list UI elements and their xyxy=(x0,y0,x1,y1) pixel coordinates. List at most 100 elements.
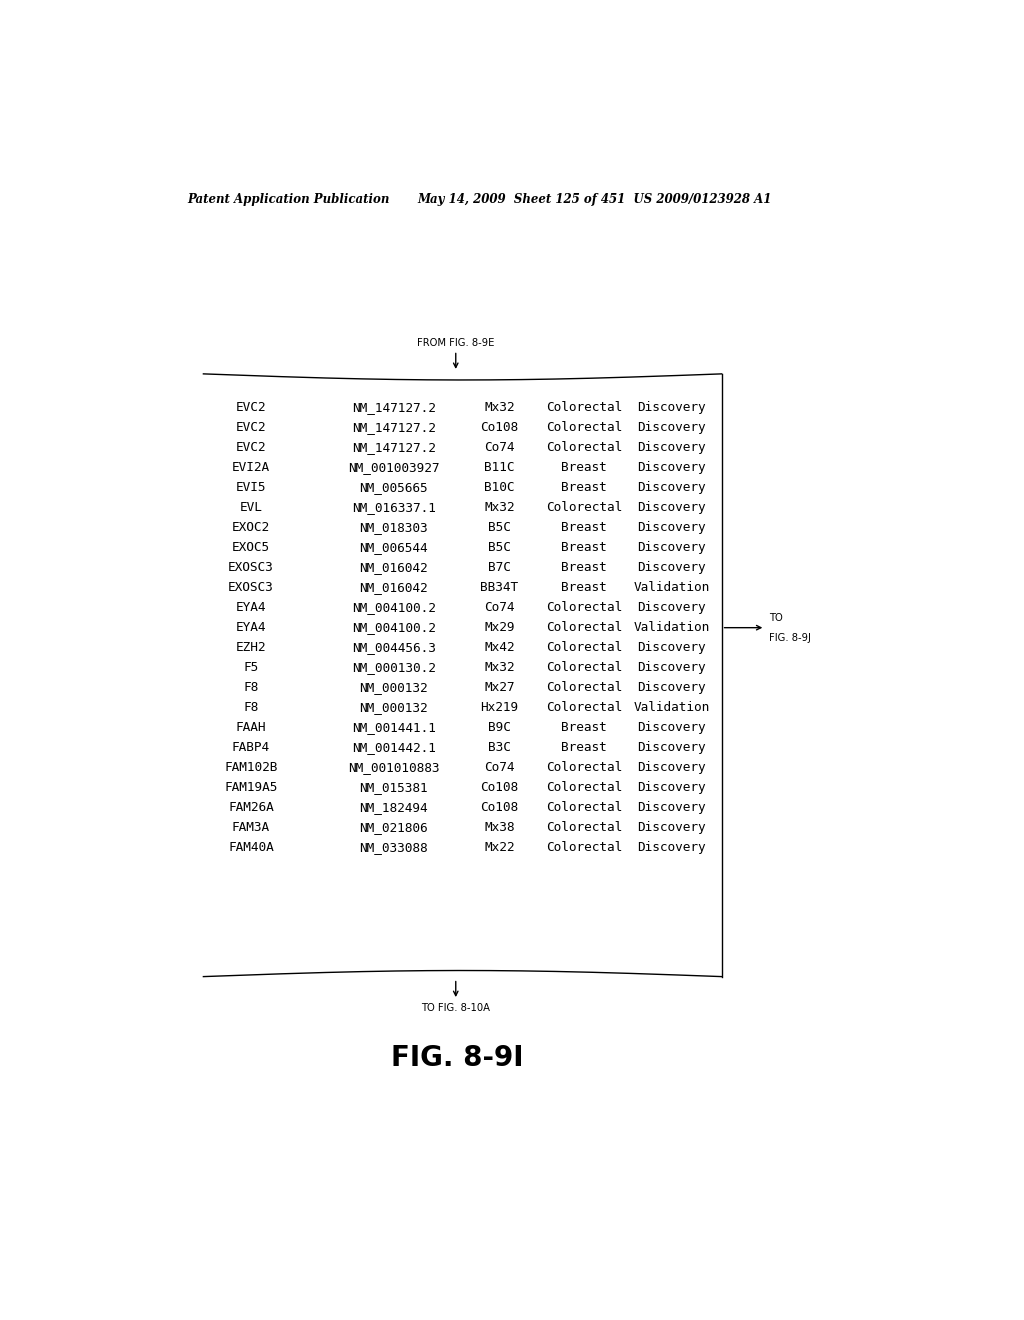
Text: Discovery: Discovery xyxy=(637,480,706,494)
Text: FAM102B: FAM102B xyxy=(224,762,278,775)
Text: NM_004100.2: NM_004100.2 xyxy=(352,601,436,614)
Text: B10C: B10C xyxy=(484,480,515,494)
Text: Discovery: Discovery xyxy=(637,841,706,854)
Text: Mx32: Mx32 xyxy=(484,661,515,675)
Text: Colorectal: Colorectal xyxy=(546,781,623,795)
Text: Colorectal: Colorectal xyxy=(546,622,623,634)
Text: Colorectal: Colorectal xyxy=(546,681,623,694)
Text: Hx219: Hx219 xyxy=(480,701,518,714)
Text: Colorectal: Colorectal xyxy=(546,601,623,614)
Text: EVL: EVL xyxy=(240,502,262,513)
Text: Discovery: Discovery xyxy=(637,762,706,775)
Text: B7C: B7C xyxy=(488,561,511,574)
Text: Discovery: Discovery xyxy=(637,461,706,474)
Text: FAM3A: FAM3A xyxy=(232,821,270,834)
Text: Breast: Breast xyxy=(561,541,607,554)
Text: FIG. 8-9I: FIG. 8-9I xyxy=(391,1044,523,1072)
Text: TO FIG. 8-10A: TO FIG. 8-10A xyxy=(421,1003,490,1012)
Text: NM_016042: NM_016042 xyxy=(359,581,428,594)
Text: Discovery: Discovery xyxy=(637,781,706,795)
Text: NM_033088: NM_033088 xyxy=(359,841,428,854)
Text: Discovery: Discovery xyxy=(637,801,706,814)
Text: Discovery: Discovery xyxy=(637,681,706,694)
Text: Discovery: Discovery xyxy=(637,541,706,554)
Text: NM_147127.2: NM_147127.2 xyxy=(352,401,436,414)
Text: Mx29: Mx29 xyxy=(484,622,515,634)
Text: F5: F5 xyxy=(244,661,259,675)
Text: Colorectal: Colorectal xyxy=(546,801,623,814)
Text: NM_004456.3: NM_004456.3 xyxy=(352,642,436,655)
Text: Validation: Validation xyxy=(634,581,710,594)
Text: Colorectal: Colorectal xyxy=(546,401,623,414)
Text: Discovery: Discovery xyxy=(637,521,706,535)
Text: Mx42: Mx42 xyxy=(484,642,515,655)
Text: Validation: Validation xyxy=(634,622,710,634)
Text: B3C: B3C xyxy=(488,742,511,754)
Text: May 14, 2009  Sheet 125 of 451  US 2009/0123928 A1: May 14, 2009 Sheet 125 of 451 US 2009/01… xyxy=(418,193,772,206)
Text: Breast: Breast xyxy=(561,561,607,574)
Text: FAM40A: FAM40A xyxy=(228,841,273,854)
Text: NM_000130.2: NM_000130.2 xyxy=(352,661,436,675)
Text: NM_016042: NM_016042 xyxy=(359,561,428,574)
Text: NM_147127.2: NM_147127.2 xyxy=(352,441,436,454)
Text: EYA4: EYA4 xyxy=(236,601,266,614)
Text: NM_000132: NM_000132 xyxy=(359,681,428,694)
Text: Patent Application Publication: Patent Application Publication xyxy=(187,193,390,206)
Text: Mx22: Mx22 xyxy=(484,841,515,854)
Text: B11C: B11C xyxy=(484,461,515,474)
Text: Mx27: Mx27 xyxy=(484,681,515,694)
Text: Co74: Co74 xyxy=(484,762,515,775)
Text: Discovery: Discovery xyxy=(637,561,706,574)
Text: FAM19A5: FAM19A5 xyxy=(224,781,278,795)
Text: Discovery: Discovery xyxy=(637,401,706,414)
Text: EVC2: EVC2 xyxy=(236,421,266,434)
Text: Co74: Co74 xyxy=(484,601,515,614)
Text: Colorectal: Colorectal xyxy=(546,642,623,655)
Text: NM_001010883: NM_001010883 xyxy=(348,762,439,775)
Text: Mx32: Mx32 xyxy=(484,401,515,414)
Text: Discovery: Discovery xyxy=(637,721,706,734)
Text: NM_016337.1: NM_016337.1 xyxy=(352,502,436,513)
Text: F8: F8 xyxy=(244,701,259,714)
Text: Breast: Breast xyxy=(561,480,607,494)
Text: EXOSC3: EXOSC3 xyxy=(228,561,273,574)
Text: EVC2: EVC2 xyxy=(236,401,266,414)
Text: EVI2A: EVI2A xyxy=(232,461,270,474)
Text: BB34T: BB34T xyxy=(480,581,518,594)
Text: Mx38: Mx38 xyxy=(484,821,515,834)
Text: FAAH: FAAH xyxy=(236,721,266,734)
Text: EZH2: EZH2 xyxy=(236,642,266,655)
Text: EXOSC3: EXOSC3 xyxy=(228,581,273,594)
Text: FIG. 8-9J: FIG. 8-9J xyxy=(769,632,811,643)
Text: Breast: Breast xyxy=(561,721,607,734)
Text: Discovery: Discovery xyxy=(637,421,706,434)
Text: Discovery: Discovery xyxy=(637,642,706,655)
Text: NM_021806: NM_021806 xyxy=(359,821,428,834)
Text: NM_001003927: NM_001003927 xyxy=(348,461,439,474)
Text: NM_015381: NM_015381 xyxy=(359,781,428,795)
Text: B9C: B9C xyxy=(488,721,511,734)
Text: Colorectal: Colorectal xyxy=(546,661,623,675)
Text: Breast: Breast xyxy=(561,521,607,535)
Text: Mx32: Mx32 xyxy=(484,502,515,513)
Text: NM_018303: NM_018303 xyxy=(359,521,428,535)
Text: FROM FIG. 8-9E: FROM FIG. 8-9E xyxy=(417,338,495,348)
Text: FAM26A: FAM26A xyxy=(228,801,273,814)
Text: EYA4: EYA4 xyxy=(236,622,266,634)
Text: Discovery: Discovery xyxy=(637,742,706,754)
Text: EVC2: EVC2 xyxy=(236,441,266,454)
Text: EVI5: EVI5 xyxy=(236,480,266,494)
Text: NM_005665: NM_005665 xyxy=(359,480,428,494)
Text: NM_001442.1: NM_001442.1 xyxy=(352,742,436,754)
Text: Discovery: Discovery xyxy=(637,601,706,614)
Text: NM_001441.1: NM_001441.1 xyxy=(352,721,436,734)
Text: Colorectal: Colorectal xyxy=(546,421,623,434)
Text: Colorectal: Colorectal xyxy=(546,821,623,834)
Text: B5C: B5C xyxy=(488,541,511,554)
Text: F8: F8 xyxy=(244,681,259,694)
Text: Discovery: Discovery xyxy=(637,661,706,675)
Text: EXOC5: EXOC5 xyxy=(232,541,270,554)
Text: EXOC2: EXOC2 xyxy=(232,521,270,535)
Text: FABP4: FABP4 xyxy=(232,742,270,754)
Text: NM_004100.2: NM_004100.2 xyxy=(352,622,436,634)
